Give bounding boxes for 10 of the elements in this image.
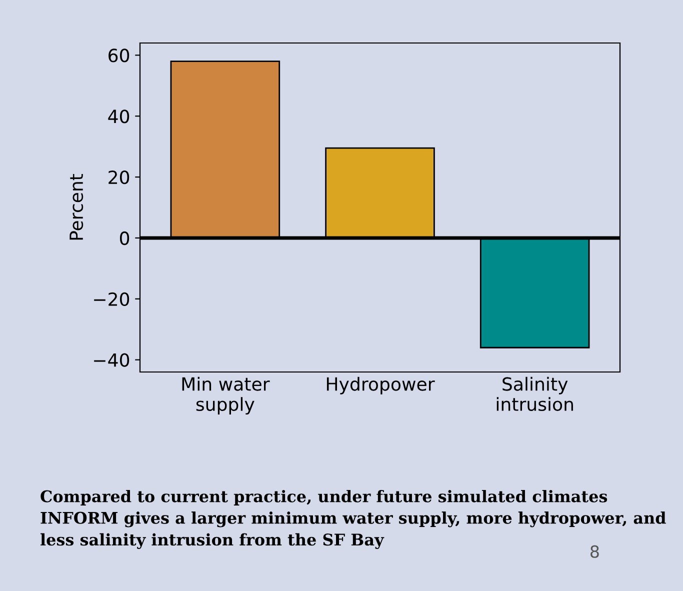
x-tick-label: Hydropower	[326, 376, 435, 394]
y-tick-label: −20	[94, 292, 130, 306]
y-tick-label: 20	[108, 170, 130, 184]
y-axis-title: Percent	[70, 174, 84, 240]
y-tick-label: 0	[120, 231, 130, 246]
y-tick-label: 40	[108, 110, 130, 124]
y-tick-label: −40	[94, 353, 130, 367]
y-tick-label: 60	[108, 48, 130, 62]
x-tick-label: Min water supply	[182, 376, 270, 415]
x-tick-label: Salinity intrusion	[496, 376, 573, 412]
